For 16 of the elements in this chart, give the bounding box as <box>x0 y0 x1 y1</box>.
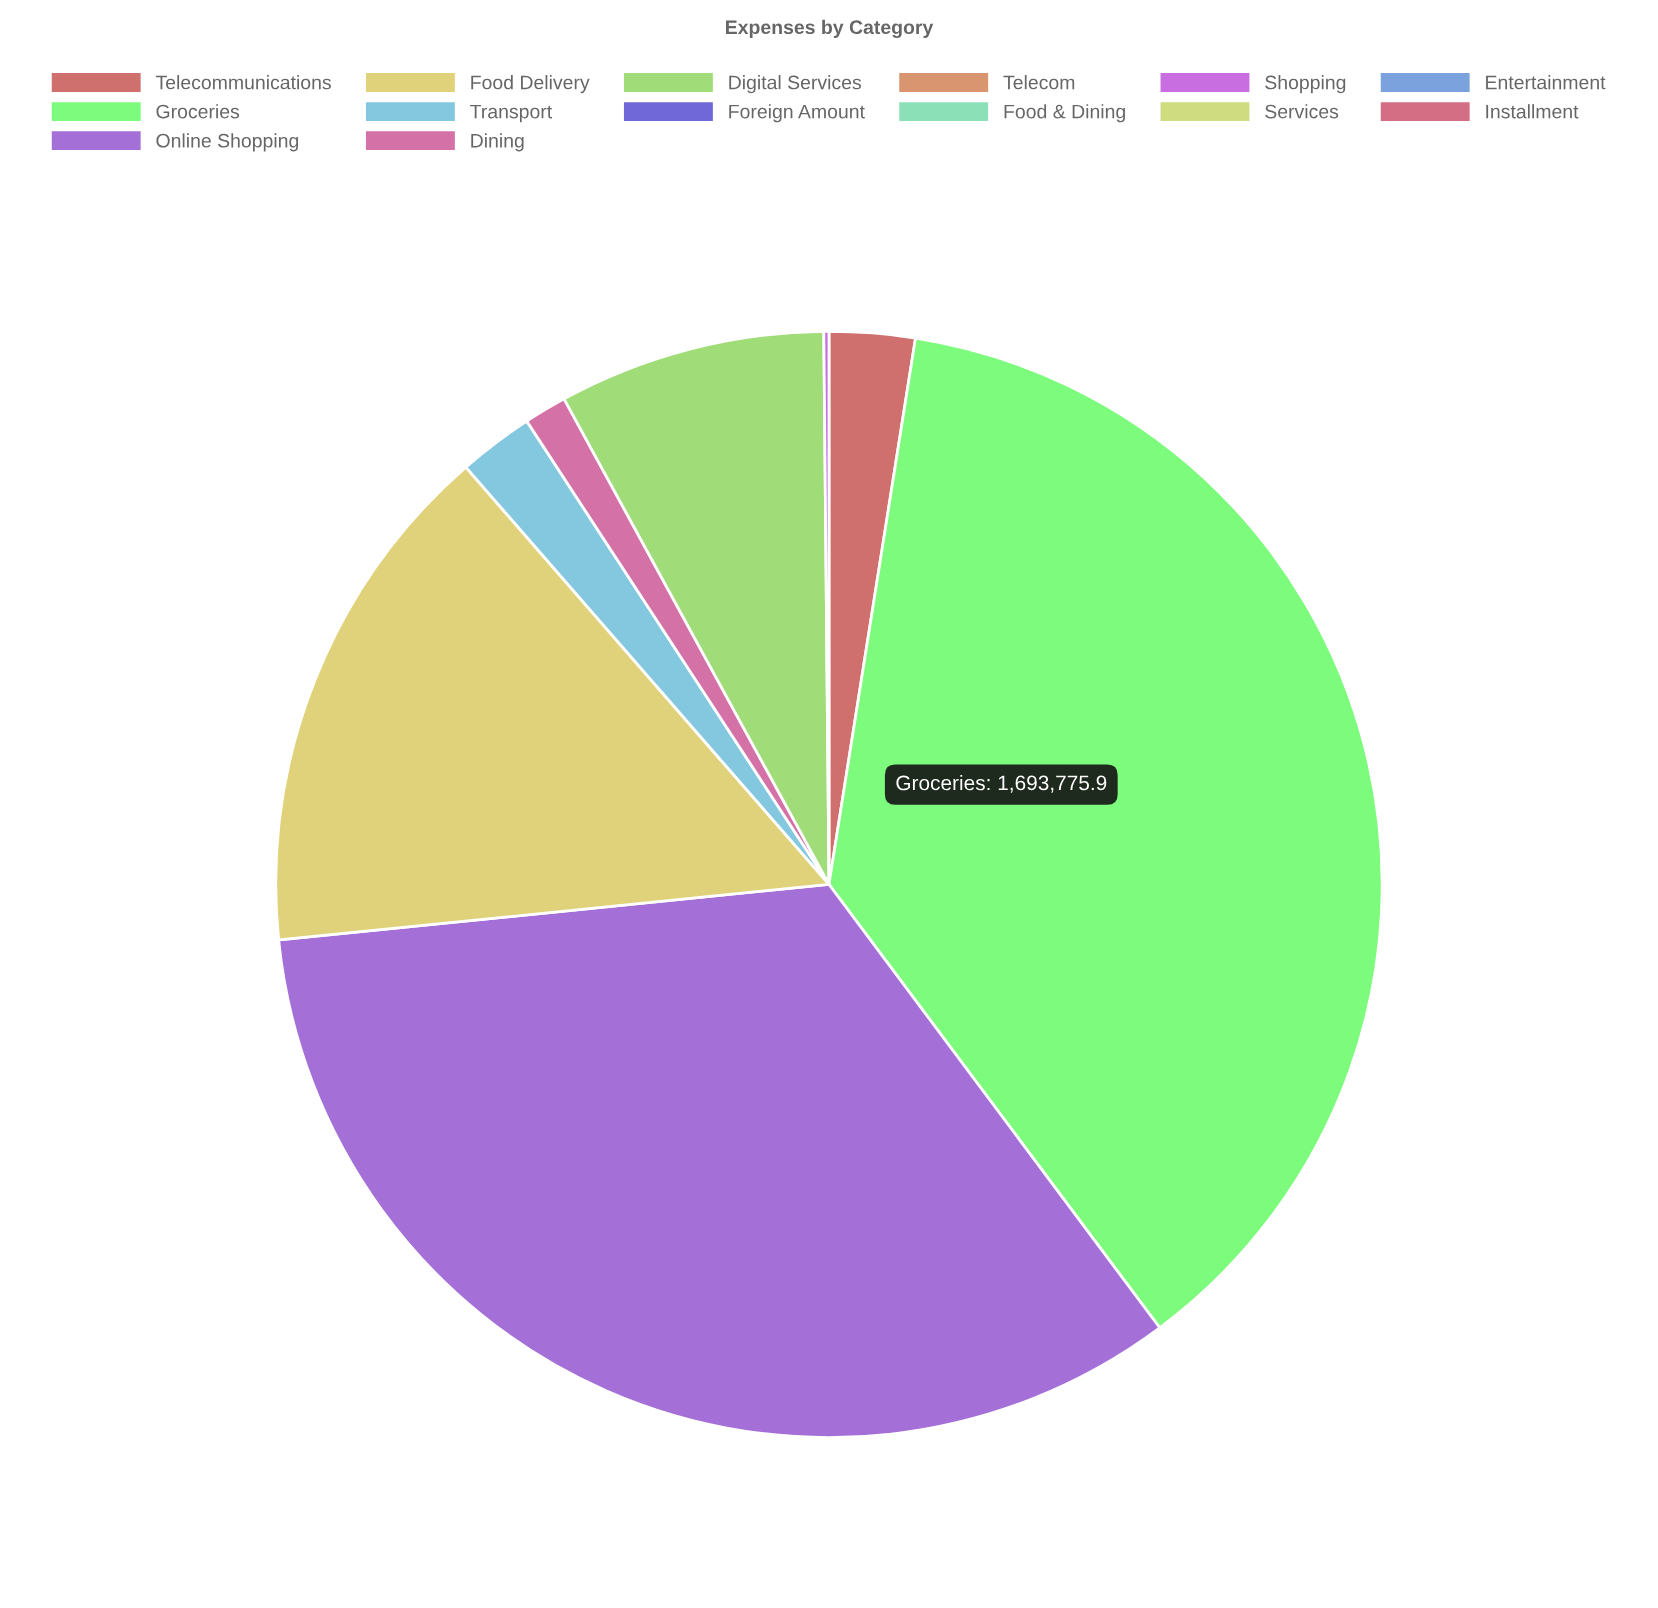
legend-label: Shopping <box>1265 75 1346 94</box>
legend-label: Telecommunications <box>155 75 331 90</box>
legend-label: Installment <box>1486 104 1579 119</box>
chart-title: Expenses by Category <box>726 19 934 39</box>
legend-label: Dining <box>471 133 524 152</box>
legend-label: Entertainment <box>1486 75 1606 90</box>
legend-label: Telecom <box>1003 75 1075 90</box>
legend-label: Foreign Amount <box>729 104 865 123</box>
legend-label: Services <box>1265 104 1339 119</box>
legend-label: Food Delivery <box>471 75 590 94</box>
text: Groceries: 1,693,775.9 <box>896 774 1107 793</box>
legend-label: Digital Services <box>729 75 861 94</box>
legend-label: Food & Dining <box>1004 104 1125 123</box>
legend-label: Online Shopping <box>156 133 299 152</box>
legend-label: Transport <box>470 104 553 123</box>
legend-label: Groceries <box>156 104 240 119</box>
